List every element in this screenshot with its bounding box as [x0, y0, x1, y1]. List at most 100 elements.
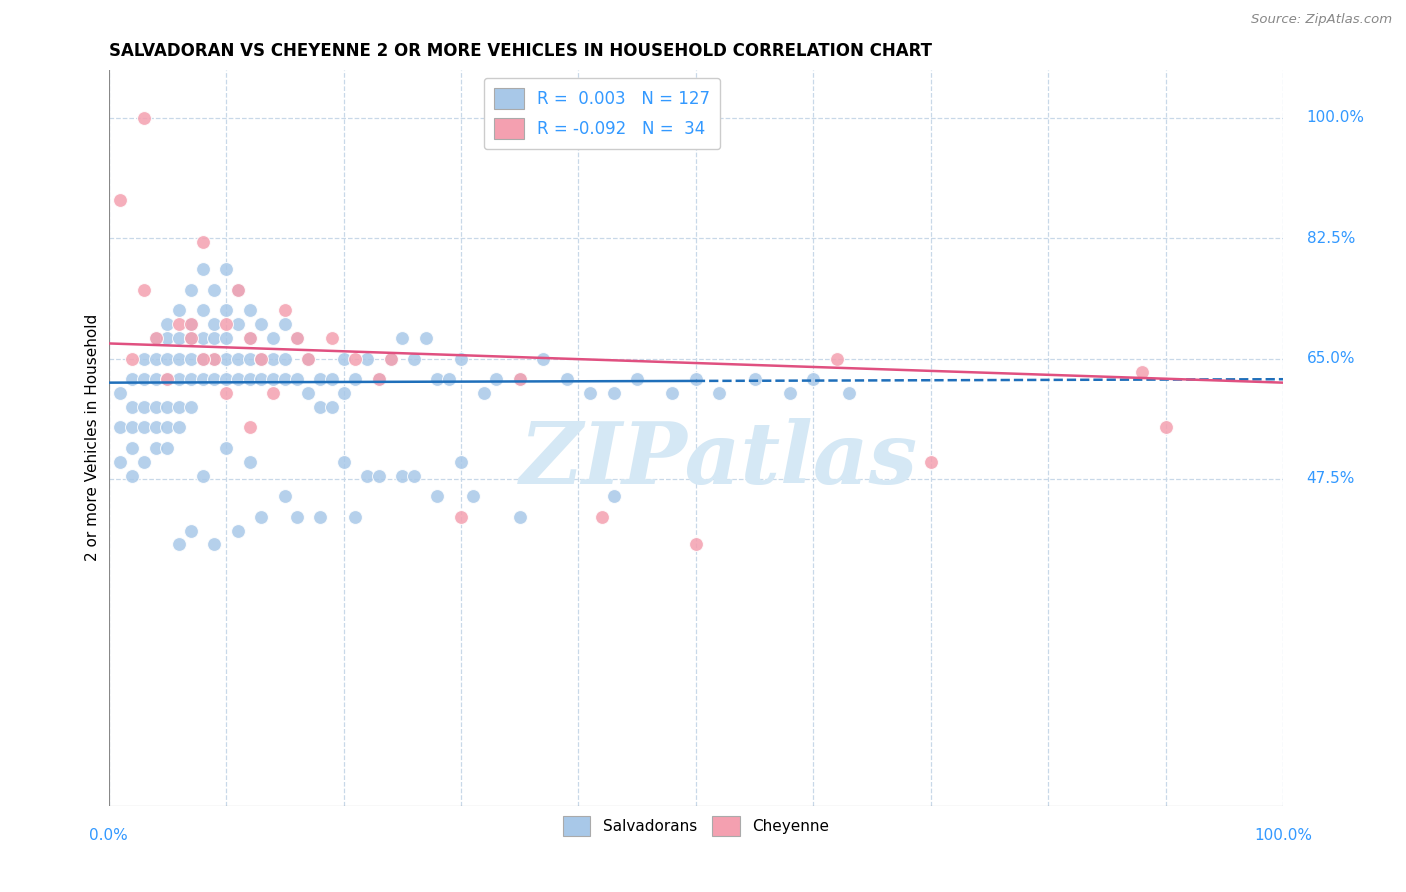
Point	[239, 331, 262, 345]
Point	[450, 455, 472, 469]
Point	[356, 468, 378, 483]
Point	[180, 400, 202, 414]
Point	[262, 331, 284, 345]
Point	[332, 351, 354, 366]
Point	[191, 468, 214, 483]
Point	[1154, 420, 1177, 434]
Point	[121, 468, 143, 483]
Text: 47.5%: 47.5%	[1306, 472, 1355, 486]
Point	[744, 372, 766, 386]
Point	[180, 317, 202, 331]
Point	[309, 372, 332, 386]
Point	[202, 537, 225, 551]
Point	[380, 351, 402, 366]
Point	[226, 524, 249, 538]
Point	[250, 351, 273, 366]
Point	[110, 386, 132, 401]
Point	[309, 509, 332, 524]
Point	[156, 372, 179, 386]
Point	[167, 351, 190, 366]
Point	[202, 351, 225, 366]
Point	[415, 331, 437, 345]
Point	[801, 372, 824, 386]
Point	[285, 509, 308, 524]
Point	[202, 283, 225, 297]
Point	[262, 386, 284, 401]
Point	[167, 331, 190, 345]
Point	[509, 372, 531, 386]
Point	[250, 317, 273, 331]
Point	[321, 372, 343, 386]
Point	[450, 509, 472, 524]
Point	[439, 372, 461, 386]
Point	[180, 524, 202, 538]
Text: 82.5%: 82.5%	[1306, 231, 1355, 245]
Point	[391, 331, 413, 345]
Point	[450, 351, 472, 366]
Point	[274, 317, 297, 331]
Point	[180, 283, 202, 297]
Text: SALVADORAN VS CHEYENNE 2 OR MORE VEHICLES IN HOUSEHOLD CORRELATION CHART: SALVADORAN VS CHEYENNE 2 OR MORE VEHICLE…	[108, 42, 932, 60]
Point	[426, 372, 449, 386]
Point	[485, 372, 508, 386]
Point	[825, 351, 848, 366]
Point	[509, 509, 531, 524]
Point	[226, 372, 249, 386]
Point	[121, 420, 143, 434]
Text: Source: ZipAtlas.com: Source: ZipAtlas.com	[1251, 13, 1392, 27]
Point	[191, 235, 214, 249]
Point	[226, 317, 249, 331]
Point	[297, 351, 319, 366]
Point	[215, 303, 238, 318]
Point	[356, 351, 378, 366]
Point	[215, 317, 238, 331]
Point	[132, 455, 155, 469]
Point	[274, 372, 297, 386]
Point	[274, 303, 297, 318]
Point	[344, 509, 367, 524]
Point	[145, 441, 167, 455]
Point	[626, 372, 648, 386]
Point	[180, 331, 202, 345]
Point	[121, 400, 143, 414]
Point	[367, 372, 389, 386]
Point	[685, 537, 707, 551]
Point	[121, 372, 143, 386]
Point	[110, 194, 132, 208]
Point	[110, 420, 132, 434]
Point	[402, 468, 425, 483]
Point	[167, 372, 190, 386]
Point	[156, 317, 179, 331]
Point	[239, 351, 262, 366]
Point	[202, 372, 225, 386]
Text: 100.0%: 100.0%	[1306, 111, 1365, 125]
Point	[426, 489, 449, 503]
Point	[344, 372, 367, 386]
Point	[145, 400, 167, 414]
Point	[145, 351, 167, 366]
Point	[531, 351, 554, 366]
Point	[239, 455, 262, 469]
Point	[215, 372, 238, 386]
Point	[132, 400, 155, 414]
Text: 65.0%: 65.0%	[1306, 351, 1355, 366]
Legend: Salvadorans, Cheyenne: Salvadorans, Cheyenne	[557, 811, 835, 842]
Point	[332, 386, 354, 401]
Point	[132, 283, 155, 297]
Point	[156, 331, 179, 345]
Point	[191, 331, 214, 345]
Point	[191, 372, 214, 386]
Point	[132, 351, 155, 366]
Point	[709, 386, 731, 401]
Point	[226, 283, 249, 297]
Point	[402, 351, 425, 366]
Point	[367, 468, 389, 483]
Point	[920, 455, 942, 469]
Point	[297, 351, 319, 366]
Point	[167, 420, 190, 434]
Point	[685, 372, 707, 386]
Point	[250, 351, 273, 366]
Point	[132, 372, 155, 386]
Text: 100.0%: 100.0%	[1254, 828, 1312, 843]
Point	[132, 111, 155, 125]
